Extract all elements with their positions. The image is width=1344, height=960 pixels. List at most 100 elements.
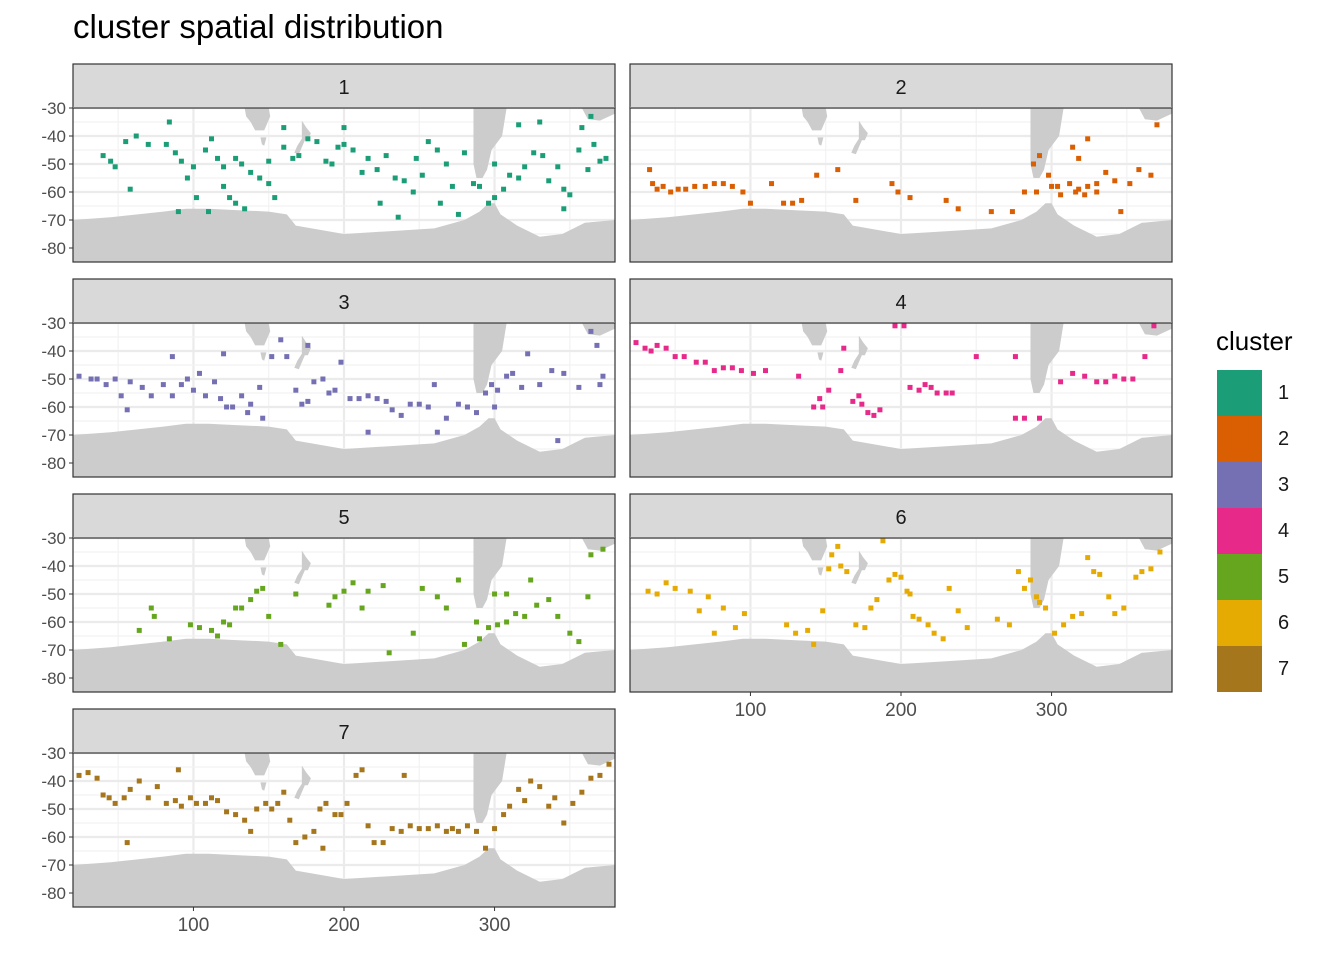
data-cell bbox=[470, 181, 476, 187]
data-cell bbox=[946, 585, 952, 591]
data-cell bbox=[1121, 376, 1127, 382]
data-cell bbox=[136, 627, 142, 633]
data-cell bbox=[332, 594, 338, 600]
data-cell bbox=[811, 641, 817, 647]
facet-strip bbox=[72, 493, 616, 539]
data-cell bbox=[675, 186, 681, 192]
data-cell bbox=[600, 373, 606, 379]
data-cell bbox=[928, 384, 934, 390]
antarctica-land bbox=[73, 203, 615, 262]
y-tick-label: -50 bbox=[41, 370, 66, 389]
data-cell bbox=[594, 342, 600, 348]
data-cell bbox=[124, 840, 130, 846]
data-cell bbox=[269, 354, 275, 360]
facet-strip-label: 2 bbox=[895, 77, 906, 99]
data-cell bbox=[1154, 122, 1160, 128]
data-cell bbox=[1091, 569, 1097, 575]
facet-strip-label: 1 bbox=[338, 77, 349, 99]
data-cell bbox=[398, 412, 404, 418]
data-cell bbox=[145, 141, 151, 147]
data-cell bbox=[591, 141, 597, 147]
data-cell bbox=[395, 214, 401, 220]
data-cell bbox=[108, 158, 114, 164]
data-cell bbox=[922, 382, 928, 388]
facet-strip bbox=[72, 63, 616, 109]
facet-strip-label: 3 bbox=[338, 292, 349, 314]
data-cell bbox=[398, 828, 404, 834]
data-cell bbox=[338, 812, 344, 818]
data-cell bbox=[477, 183, 482, 189]
data-cell bbox=[320, 845, 326, 851]
data-cell bbox=[76, 373, 82, 379]
data-cell bbox=[784, 622, 790, 628]
chart-title: cluster spatial distribution bbox=[73, 8, 444, 45]
y-tick-label: -60 bbox=[41, 398, 66, 417]
africa-land bbox=[1138, 538, 1172, 551]
data-cell bbox=[443, 415, 449, 421]
data-cell bbox=[239, 393, 245, 399]
data-cell bbox=[206, 209, 211, 215]
data-cell bbox=[504, 373, 510, 379]
data-cell bbox=[507, 172, 513, 178]
data-cell bbox=[163, 800, 169, 806]
data-cell bbox=[407, 401, 413, 407]
data-cell bbox=[118, 393, 124, 399]
data-cell bbox=[209, 136, 215, 142]
data-cell bbox=[672, 585, 678, 591]
data-cell bbox=[793, 630, 799, 636]
data-cell bbox=[561, 820, 567, 826]
data-cell bbox=[838, 563, 844, 569]
data-cell bbox=[1027, 577, 1033, 583]
data-cell bbox=[811, 404, 817, 410]
data-cell bbox=[1070, 613, 1076, 619]
data-cell bbox=[552, 795, 558, 801]
data-cell bbox=[546, 803, 552, 809]
data-cell bbox=[196, 370, 202, 376]
australia-land bbox=[244, 108, 271, 131]
data-cell bbox=[1067, 181, 1073, 187]
new-zealand-land bbox=[851, 120, 868, 155]
data-cell bbox=[148, 605, 154, 611]
data-cell bbox=[934, 390, 940, 396]
antarctica-land bbox=[630, 203, 1172, 262]
data-cell bbox=[696, 608, 702, 614]
australia-land bbox=[801, 108, 828, 131]
data-cell bbox=[973, 354, 979, 360]
data-cell bbox=[531, 150, 537, 156]
data-cell bbox=[392, 175, 398, 181]
data-cell bbox=[278, 337, 284, 343]
data-cell bbox=[434, 429, 440, 435]
data-cell bbox=[1082, 192, 1088, 198]
facet-panel-4: 4 bbox=[629, 278, 1173, 478]
data-cell bbox=[215, 798, 221, 804]
facet-strip-label: 6 bbox=[895, 507, 906, 529]
data-cell bbox=[248, 597, 254, 603]
data-cell bbox=[127, 786, 133, 792]
data-cell bbox=[588, 552, 594, 558]
facet-strip-label: 4 bbox=[895, 292, 906, 314]
x-tick-label: 300 bbox=[479, 915, 511, 936]
data-cell bbox=[910, 613, 916, 619]
data-cell bbox=[163, 141, 169, 147]
x-tick-label: 200 bbox=[328, 915, 360, 936]
data-cell bbox=[668, 189, 674, 195]
data-cell bbox=[1094, 181, 1100, 187]
data-cell bbox=[916, 616, 922, 622]
africa-land bbox=[1138, 108, 1172, 121]
data-cell bbox=[492, 591, 498, 597]
data-cell bbox=[495, 622, 501, 628]
australia-land bbox=[801, 323, 828, 346]
data-cell bbox=[540, 153, 546, 159]
data-cell bbox=[365, 393, 371, 399]
data-cell bbox=[1006, 622, 1012, 628]
tasmania-land bbox=[817, 567, 824, 576]
data-cell bbox=[1082, 373, 1088, 379]
data-cell bbox=[720, 605, 726, 611]
australia-land bbox=[244, 538, 271, 561]
data-cell bbox=[868, 605, 874, 611]
australia-land bbox=[244, 753, 271, 776]
data-cell bbox=[455, 211, 461, 217]
data-cell bbox=[365, 823, 371, 829]
legend-swatch-7 bbox=[1217, 646, 1262, 692]
y-tick-label: -40 bbox=[41, 342, 66, 361]
